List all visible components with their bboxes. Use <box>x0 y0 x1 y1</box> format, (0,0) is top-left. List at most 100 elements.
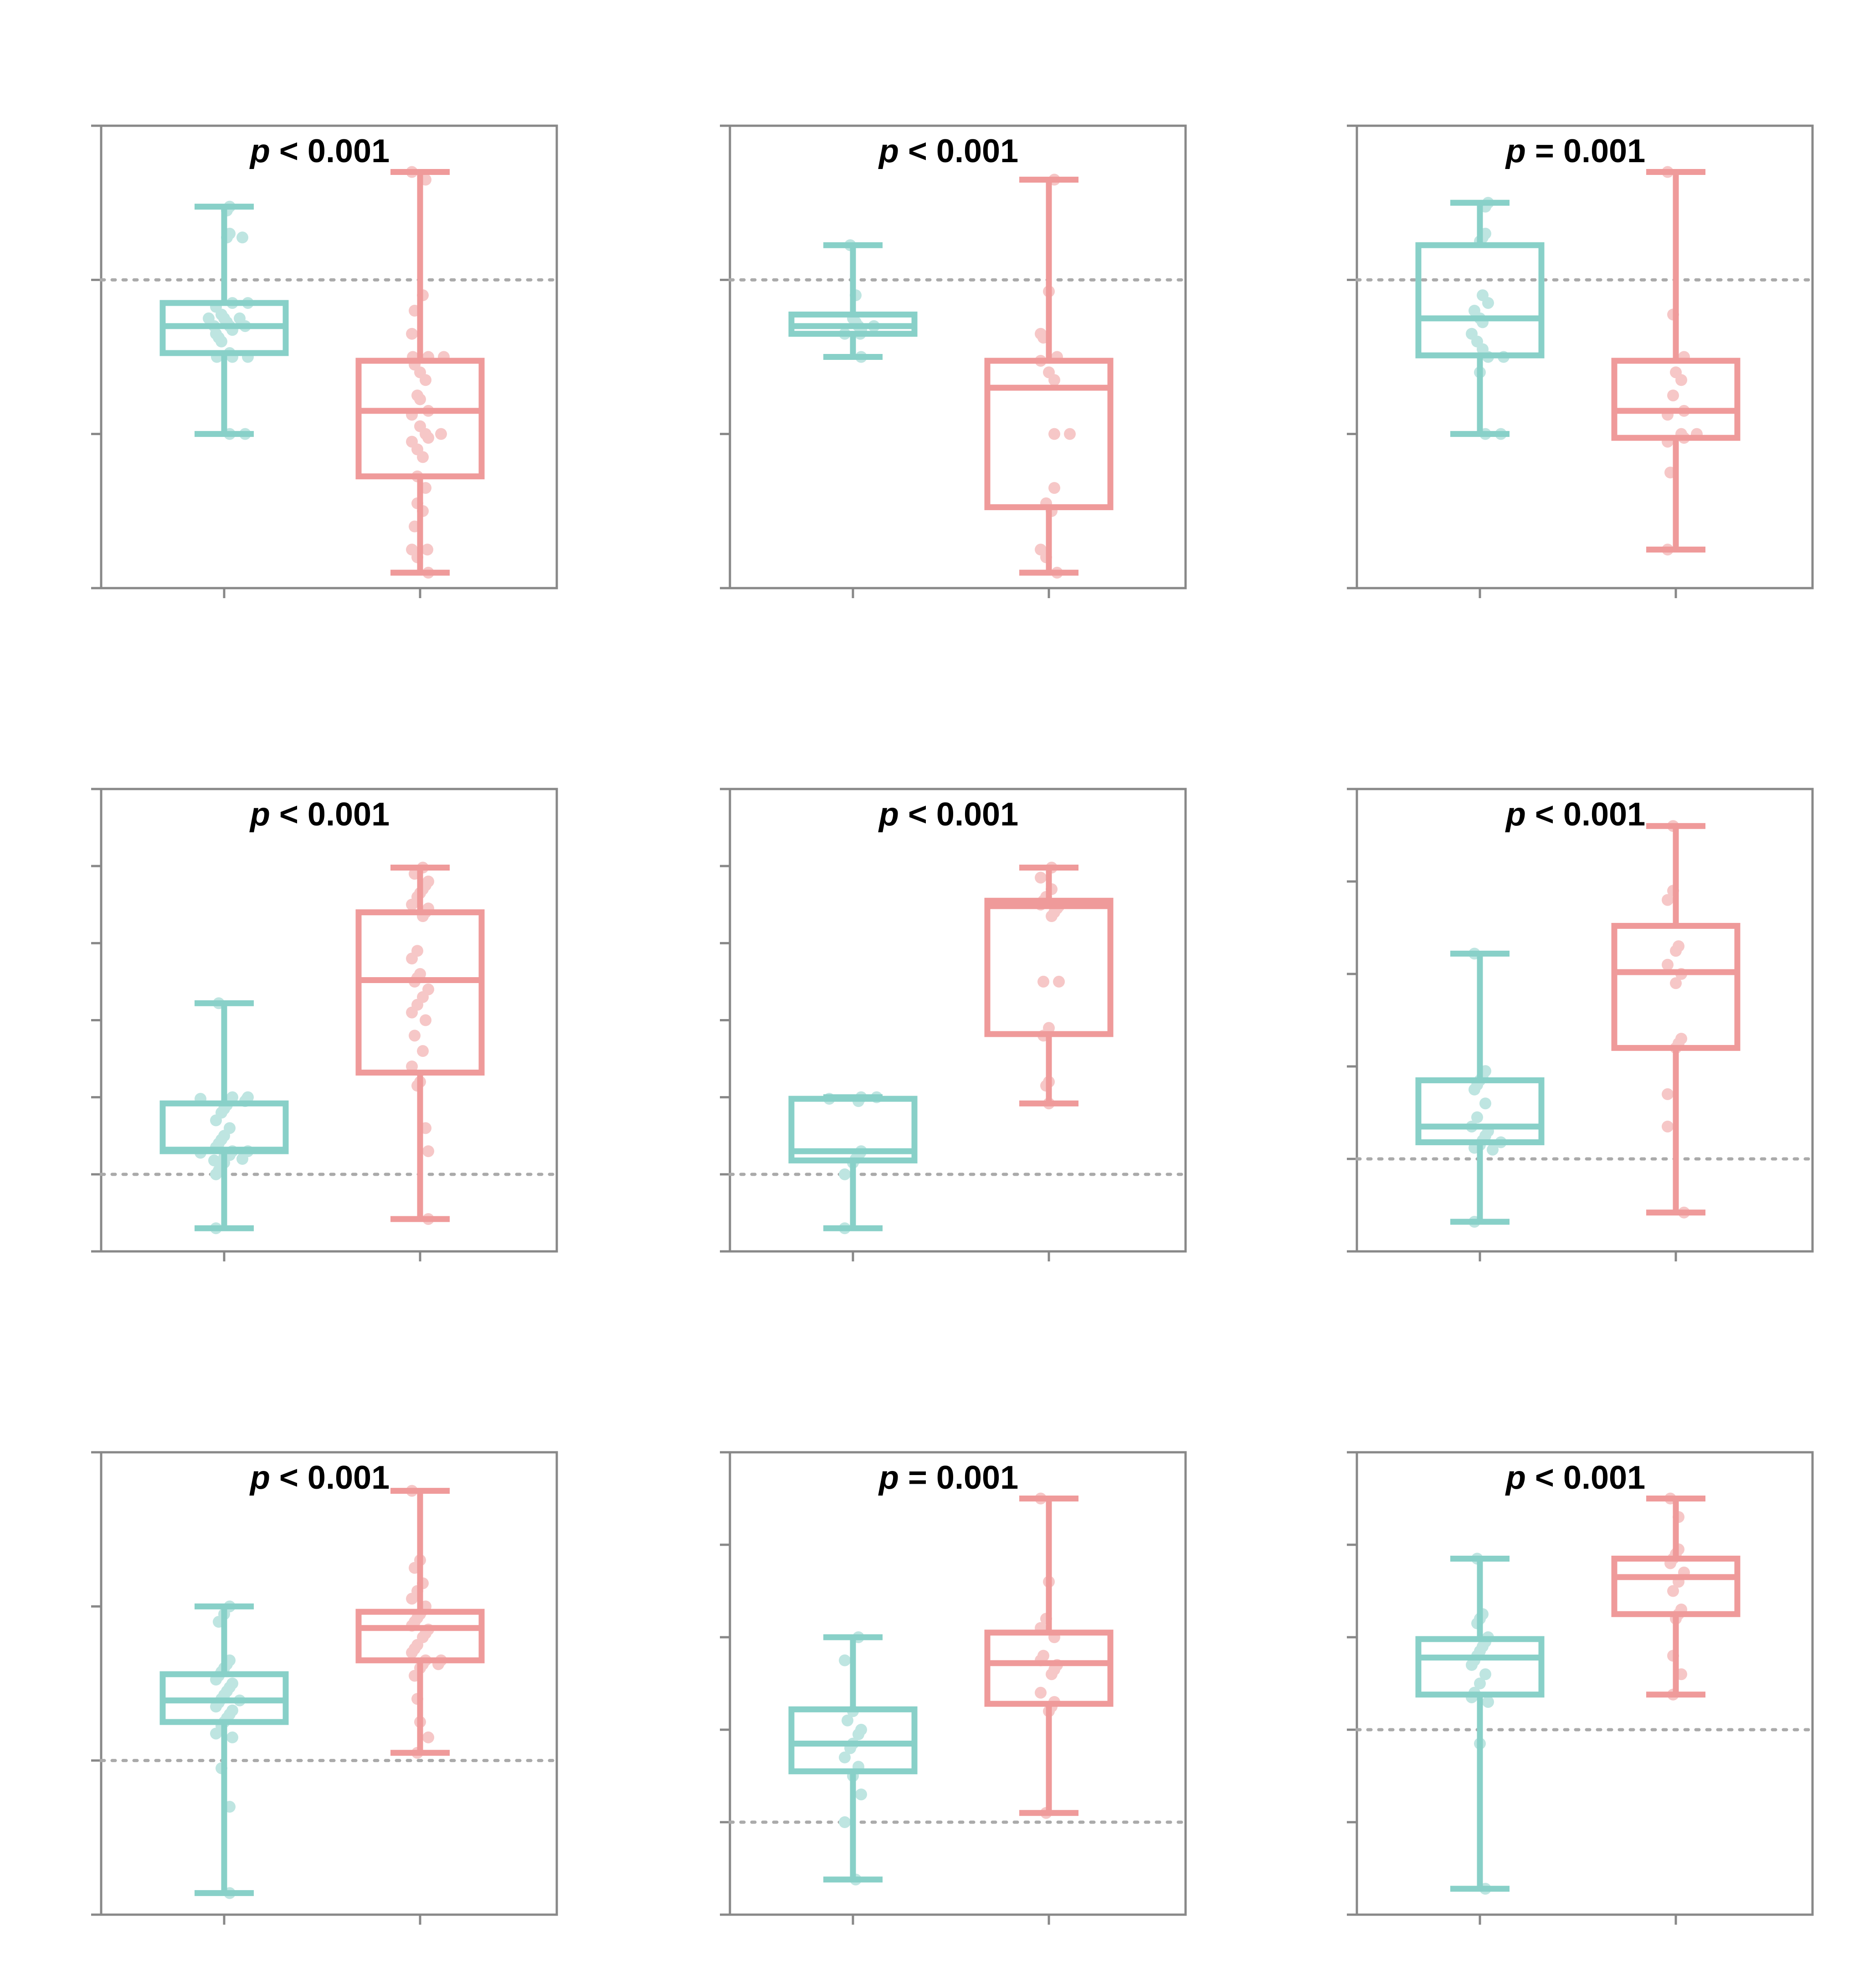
p-value-text: < 0.001 <box>270 1460 390 1496</box>
iqr-box <box>1415 242 1545 359</box>
data-point <box>1482 1696 1494 1708</box>
data-point <box>226 1731 238 1743</box>
data-point <box>1479 1668 1491 1681</box>
data-point <box>409 1030 421 1042</box>
data-point <box>406 328 418 340</box>
data-point <box>839 1168 851 1180</box>
data-point <box>210 1114 222 1127</box>
data-point <box>210 1168 222 1180</box>
data-point <box>1662 958 1674 971</box>
data-point <box>839 1654 851 1666</box>
data-point <box>1675 374 1687 386</box>
data-point <box>1048 374 1060 386</box>
data-point <box>1667 389 1679 402</box>
p-value-annotation: p < 0.001 <box>878 133 1018 169</box>
iqr-box <box>1415 1077 1545 1145</box>
data-point <box>1471 1111 1483 1123</box>
data-point <box>1662 1120 1674 1132</box>
data-point <box>1474 1677 1486 1690</box>
data-point <box>1466 1659 1478 1671</box>
data-point <box>1053 975 1065 988</box>
data-point <box>406 1006 418 1019</box>
data-point <box>417 451 429 463</box>
p-value-annotation: p < 0.001 <box>249 796 390 833</box>
data-point <box>1064 428 1076 440</box>
p-value-annotation: p = 0.001 <box>878 1460 1018 1496</box>
data-point <box>1667 1585 1679 1597</box>
data-point <box>839 1751 851 1763</box>
p-value-text: < 0.001 <box>899 133 1018 169</box>
panel-a: p < 0.001 <box>91 124 559 598</box>
series-progressed <box>1611 166 1741 556</box>
data-point <box>1469 1083 1480 1096</box>
iqr-box <box>1415 1636 1545 1698</box>
plot-frame <box>729 124 1187 589</box>
panel-g: p = 0.001 <box>1347 124 1814 598</box>
data-point <box>855 1788 867 1801</box>
plot-frame <box>100 1451 558 1916</box>
series-indolent <box>1415 1552 1545 1895</box>
iqr-box <box>788 1706 918 1774</box>
series-progressed <box>355 1485 485 1759</box>
data-point <box>1479 1097 1491 1110</box>
p-symbol: p <box>249 1460 270 1496</box>
data-point <box>1035 871 1047 884</box>
p-value-text: = 0.001 <box>899 1460 1018 1496</box>
data-point <box>420 374 431 386</box>
data-point <box>210 1727 222 1740</box>
data-point <box>1487 1143 1499 1156</box>
series-indolent <box>1415 197 1545 440</box>
p-symbol: p <box>1505 1460 1526 1496</box>
iqr-box <box>788 1096 918 1163</box>
data-point <box>421 543 433 556</box>
series-indolent <box>1415 948 1545 1228</box>
plot-frame <box>1356 788 1814 1253</box>
plot-frame <box>729 1451 1187 1916</box>
p-symbol: p <box>878 796 899 833</box>
series-progressed <box>984 174 1114 579</box>
data-point <box>1662 894 1674 906</box>
plot-frame <box>100 124 558 589</box>
data-point <box>216 335 227 348</box>
iqr-box <box>984 1629 1114 1707</box>
panel-e: p < 0.001 <box>720 788 1187 1261</box>
panel-b: p < 0.001 <box>91 788 559 1261</box>
iqr-box <box>1611 358 1741 441</box>
p-symbol: p <box>1505 133 1526 169</box>
series-progressed <box>1611 820 1741 1219</box>
data-point <box>839 1816 851 1828</box>
p-value-annotation: p < 0.001 <box>249 1460 390 1496</box>
series-progressed <box>984 1492 1114 1819</box>
p-value-text: < 0.001 <box>899 796 1018 833</box>
data-point <box>414 393 426 405</box>
p-symbol: p <box>878 1460 899 1496</box>
data-point <box>435 428 447 440</box>
plot-frame <box>1356 124 1814 589</box>
p-value-text: < 0.001 <box>1526 796 1645 833</box>
p-value-text: < 0.001 <box>1526 1460 1645 1496</box>
data-point <box>406 898 418 911</box>
data-point <box>1048 482 1060 494</box>
data-point <box>406 953 418 965</box>
p-symbol: p <box>249 796 270 833</box>
panel-d: p < 0.001 <box>720 124 1187 598</box>
iqr-box <box>1611 1555 1741 1617</box>
data-point <box>1046 1668 1058 1681</box>
data-point <box>417 1045 429 1057</box>
series-indolent <box>159 1600 289 1899</box>
series-progressed <box>355 861 485 1225</box>
data-point <box>406 1061 418 1072</box>
series-indolent <box>788 1091 918 1235</box>
series-indolent <box>159 200 289 440</box>
data-point <box>406 1593 418 1605</box>
panel-c: p < 0.001 <box>91 1451 559 1925</box>
data-point <box>1048 428 1060 440</box>
data-point <box>422 1731 434 1743</box>
data-point <box>236 231 248 244</box>
iqr-box <box>355 358 485 480</box>
p-value-annotation: p < 0.001 <box>1505 796 1645 833</box>
iqr-box <box>984 897 1114 1037</box>
panel-i: p < 0.001 <box>1347 1451 1814 1925</box>
plot-frame <box>100 788 558 1253</box>
